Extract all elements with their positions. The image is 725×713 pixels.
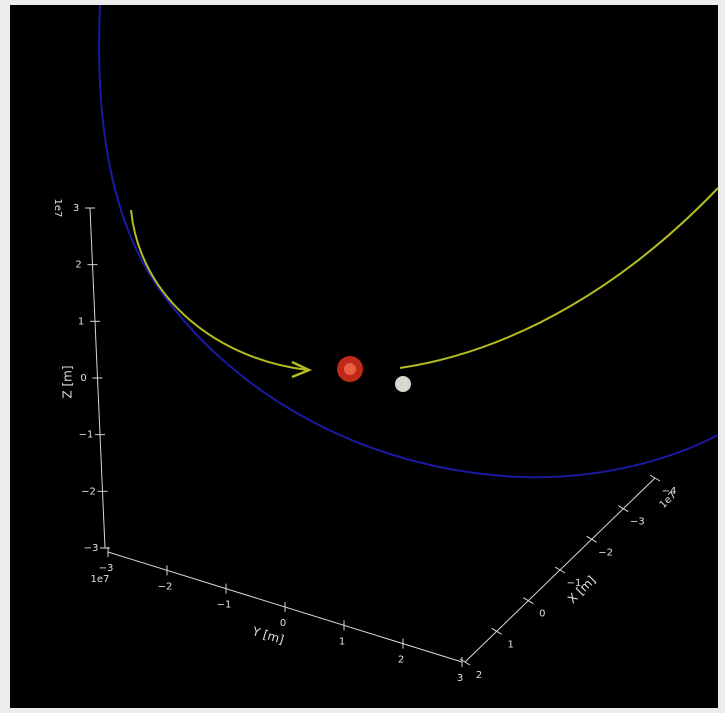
z-tick-label: 0 [80, 373, 86, 384]
x-tick-label: −4 [662, 486, 677, 497]
z-tick-label: −3 [84, 543, 99, 554]
planet-highlight [344, 363, 356, 375]
y-tick-label: −1 [217, 600, 232, 611]
x-tick-label: −1 [567, 578, 582, 589]
y-tick-label: 1 [339, 636, 345, 647]
y-offset: 1e7 [91, 574, 110, 585]
z-tick-label: 1 [78, 316, 84, 327]
x-tick-label: 1 [507, 639, 513, 650]
z-offset: 1e7 [52, 199, 63, 218]
z-tick-label: −2 [81, 486, 96, 497]
y-tick-label: −2 [158, 581, 173, 592]
y-tick-label: 3 [457, 673, 463, 684]
x-tick-label: 0 [539, 609, 545, 620]
x-tick-label: 2 [476, 670, 482, 681]
x-tick-label: −2 [598, 547, 613, 558]
z-tick-label: 2 [75, 260, 81, 271]
x-tick-label: −3 [630, 517, 645, 528]
y-tick-label: −3 [99, 563, 114, 574]
plot-background [10, 5, 718, 708]
chart: Z [m] Y [m] X [m] 1e7 1e7 1e7 −3−2−10123… [0, 0, 725, 713]
z-tick-label: 3 [73, 203, 79, 214]
z-tick-label: −1 [79, 430, 94, 441]
y-tick-label: 0 [280, 618, 286, 629]
z-axis-label: Z [m] [61, 365, 75, 398]
moon [395, 376, 411, 392]
y-tick-label: 2 [398, 655, 404, 666]
